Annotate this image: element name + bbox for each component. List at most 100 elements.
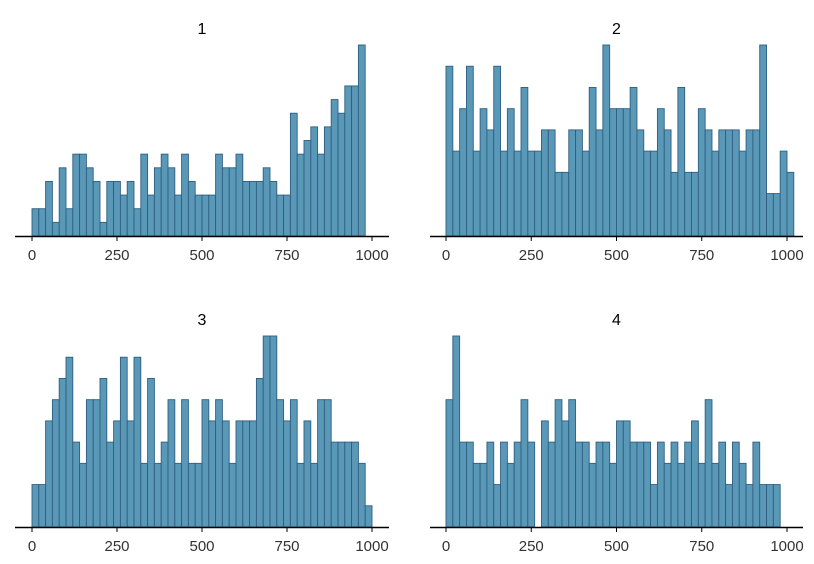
panel-title: 3 xyxy=(198,312,207,329)
histogram-bar xyxy=(609,462,617,528)
x-tick-label: 500 xyxy=(189,538,214,555)
histogram-bar xyxy=(181,399,189,528)
histogram-bar xyxy=(609,108,617,237)
histogram-bar xyxy=(691,420,699,528)
histogram-bar xyxy=(242,420,251,528)
histogram-bar xyxy=(344,441,353,528)
histogram-bar xyxy=(643,441,652,528)
histogram-bar xyxy=(622,108,631,237)
histogram-bar xyxy=(622,420,631,528)
histogram-bar xyxy=(588,86,597,237)
panel-title: 2 xyxy=(612,21,621,38)
x-tick-label: 0 xyxy=(28,247,36,264)
histogram-bar xyxy=(58,377,67,528)
histogram-bar xyxy=(119,194,128,237)
histogram-bar xyxy=(249,180,257,237)
x-tick-label: 0 xyxy=(442,538,450,555)
histogram-bar xyxy=(45,420,53,528)
histogram-bar xyxy=(351,441,359,528)
histogram-bar xyxy=(303,140,312,237)
histogram-bar xyxy=(513,441,522,528)
histogram-bar xyxy=(506,108,515,237)
x-tick-label: 250 xyxy=(104,538,129,555)
histogram-bar xyxy=(92,399,101,528)
histogram-bar xyxy=(357,462,366,528)
histogram-bar xyxy=(684,171,692,237)
histogram-bar xyxy=(752,129,761,237)
histogram-bar xyxy=(575,129,583,237)
histogram-bar xyxy=(269,180,278,237)
x-tick-label: 250 xyxy=(104,247,129,264)
histogram-bar xyxy=(276,399,285,528)
x-tick-label: 500 xyxy=(604,247,629,264)
histogram-bar xyxy=(92,180,101,237)
histogram-bar xyxy=(581,150,590,237)
histogram-bar xyxy=(276,194,285,237)
histogram-bar xyxy=(506,462,515,528)
histogram-bar xyxy=(588,462,597,528)
histogram-bar xyxy=(283,194,291,237)
histogram-bar xyxy=(99,377,108,528)
histogram-bar xyxy=(445,399,454,528)
histogram-bar xyxy=(228,167,237,237)
histogram-bar xyxy=(534,150,542,237)
histogram-panel-4: 4 0 250 500 750 1000 xyxy=(430,312,804,555)
histogram-bar xyxy=(684,441,692,528)
histogram-bar xyxy=(643,150,652,237)
histogram-bar xyxy=(711,462,720,528)
histogram-bar xyxy=(289,399,298,528)
histogram-bar xyxy=(772,484,781,528)
histogram-bar xyxy=(459,108,467,237)
histogram-bar xyxy=(330,441,339,528)
histogram-bar xyxy=(201,194,210,237)
histogram-bar xyxy=(466,441,474,528)
histogram-bar xyxy=(187,180,196,237)
histogram-bar xyxy=(759,484,767,528)
histogram-bar xyxy=(677,462,686,528)
histogram-bar xyxy=(711,150,720,237)
histogram-bar xyxy=(663,129,672,237)
histogram-bar xyxy=(140,153,149,237)
histogram-bar xyxy=(527,441,536,528)
histogram-bar xyxy=(554,171,563,237)
histogram-bar xyxy=(616,108,624,237)
histogram-bar xyxy=(650,150,658,237)
histogram-bar xyxy=(731,129,740,237)
x-tick-label: 750 xyxy=(689,538,714,555)
histogram-bar xyxy=(262,335,271,528)
histogram-bar xyxy=(636,441,645,528)
x-tick-label: 500 xyxy=(189,247,214,264)
histogram-bar xyxy=(228,462,237,528)
histogram-bar xyxy=(479,108,488,237)
histogram-bar xyxy=(310,462,319,528)
histogram-bar xyxy=(174,462,183,528)
histogram-bar xyxy=(541,129,549,237)
histogram-bar xyxy=(140,462,149,528)
x-tick-label: 1000 xyxy=(770,538,803,555)
histogram-bar xyxy=(738,462,747,528)
histogram-bar xyxy=(215,153,223,237)
histogram-bar xyxy=(629,441,638,528)
histogram-bar xyxy=(759,44,767,237)
panel-title: 1 xyxy=(198,21,207,38)
histogram-bar xyxy=(595,441,604,528)
histogram-bar xyxy=(330,99,339,237)
histogram-bar xyxy=(738,150,747,237)
histogram-bar xyxy=(472,462,481,528)
histogram-bar xyxy=(704,399,713,528)
histogram-bar xyxy=(561,420,570,528)
histogram-bar xyxy=(650,484,658,528)
histogram-bar xyxy=(296,462,305,528)
histogram-bar xyxy=(595,129,604,237)
histogram-panel-1: 1 0 250 500 750 1000 xyxy=(15,21,389,264)
histogram-bar xyxy=(452,150,461,237)
histogram-bar xyxy=(269,335,278,528)
histogram-bar xyxy=(704,129,713,237)
x-tick-label: 750 xyxy=(274,247,299,264)
histogram-bar xyxy=(745,484,754,528)
histogram-bar xyxy=(616,420,624,528)
histogram-bar xyxy=(58,167,67,237)
x-tick-label: 1000 xyxy=(355,247,388,264)
histogram-bar xyxy=(323,126,332,237)
